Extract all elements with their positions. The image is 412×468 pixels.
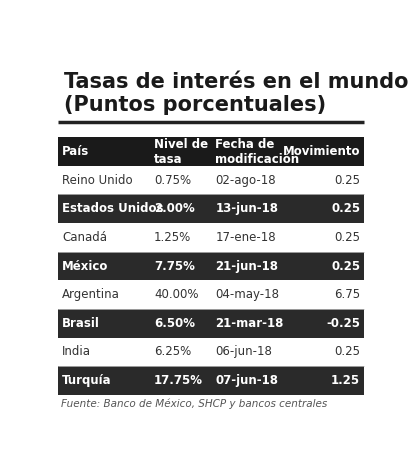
Text: 21-mar-18: 21-mar-18 [215,317,284,330]
Text: 1.25: 1.25 [331,374,360,387]
Text: 0.25: 0.25 [331,260,360,272]
Text: -0.25: -0.25 [326,317,360,330]
Text: 0.25: 0.25 [334,345,360,358]
Bar [58,166,365,195]
Text: 6.75: 6.75 [334,288,360,301]
Text: Brasil: Brasil [62,317,100,330]
Text: 0.25: 0.25 [334,231,360,244]
Text: 0.25: 0.25 [334,174,360,187]
Bar [58,252,365,280]
Text: Nivel de
tasa: Nivel de tasa [154,138,208,166]
Text: 0.75%: 0.75% [154,174,191,187]
Text: México: México [62,260,108,272]
Text: 1.25%: 1.25% [154,231,191,244]
Bar [58,280,365,309]
Text: 02-ago-18: 02-ago-18 [215,174,276,187]
Text: 13-jun-18: 13-jun-18 [215,202,278,215]
Text: Canadá: Canadá [62,231,107,244]
Bar [58,195,365,223]
Text: 40.00%: 40.00% [154,288,199,301]
Bar [58,309,365,337]
Text: Reino Unido: Reino Unido [62,174,133,187]
Text: India: India [62,345,91,358]
Text: Fuente: Banco de México, SHCP y bancos centrales: Fuente: Banco de México, SHCP y bancos c… [61,398,327,409]
Text: Turquía: Turquía [62,374,112,387]
Text: 0.25: 0.25 [331,202,360,215]
Text: 06-jun-18: 06-jun-18 [215,345,272,358]
Text: Tasas de interés en el mundo: Tasas de interés en el mundo [64,73,409,92]
Text: (Puntos porcentuales): (Puntos porcentuales) [64,95,326,115]
Bar [58,137,365,166]
Text: Argentina: Argentina [62,288,120,301]
Text: 6.25%: 6.25% [154,345,191,358]
Bar [58,337,365,366]
Text: 04-may-18: 04-may-18 [215,288,279,301]
Text: Estados Unidos: Estados Unidos [62,202,164,215]
Text: 2.00%: 2.00% [154,202,195,215]
Text: 6.50%: 6.50% [154,317,195,330]
Text: Movimiento: Movimiento [283,145,360,158]
Text: Fecha de
modificación: Fecha de modificación [215,138,300,166]
Text: 07-jun-18: 07-jun-18 [215,374,278,387]
Text: 17-ene-18: 17-ene-18 [215,231,276,244]
Bar [58,223,365,252]
Text: 7.75%: 7.75% [154,260,195,272]
Text: País: País [62,145,89,158]
Text: 21-jun-18: 21-jun-18 [215,260,278,272]
Bar [58,366,365,395]
Text: 17.75%: 17.75% [154,374,203,387]
